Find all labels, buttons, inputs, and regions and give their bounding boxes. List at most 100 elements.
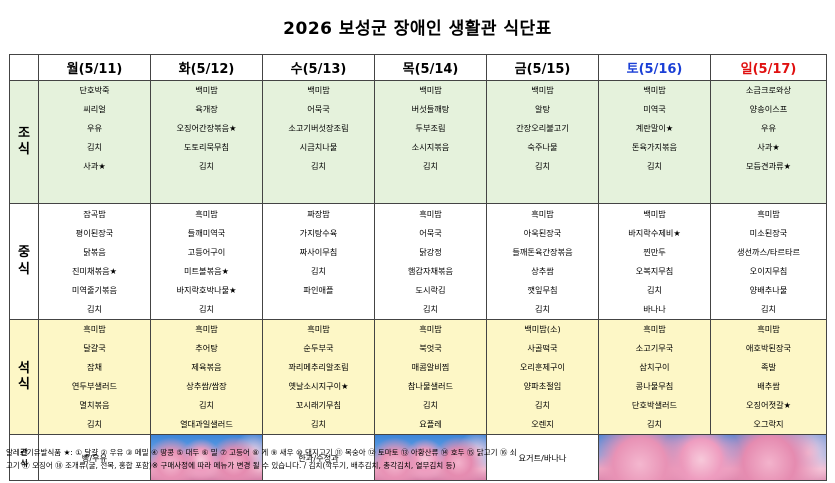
menu-item: 우유 — [760, 123, 777, 133]
menu-item: 김치 — [646, 419, 663, 429]
menu-item: 김치 — [86, 419, 103, 429]
day-header-tue: 화(5/12) — [150, 54, 263, 81]
lunch-cell-fri: 흑미밥 아욱된장국 들깨돈육간장볶음 상추쌈 깻잎무침 김치 — [486, 203, 599, 320]
menu-item: 미트볼볶음★ — [183, 266, 229, 276]
menu-item: 참나물샐러드 — [407, 381, 454, 391]
dinner-cell-sun: 흑미밥 애호박된장국 족발 배추쌈 오징어젓갈★ 오그락지 — [710, 319, 827, 435]
dinner-cell-sat: 흑미밥 소고기무국 삼치구이 콩나물무침 단호박샐러드 김치 — [598, 319, 711, 435]
menu-item: 백미밥 — [307, 85, 330, 95]
meal-label-char: 간 — [20, 447, 28, 458]
menu-item: 김치 — [198, 304, 215, 314]
menu-item: 오그락지 — [753, 419, 784, 429]
day-header-row: 월(5/11) 화(5/12) 수(5/13) 목(5/14) 금(5/15) … — [9, 54, 827, 81]
dinner-cell-thu: 흑미밥 북엇국 매콤알비찜 참나물샐러드 김치 요플레 — [374, 319, 487, 435]
dinner-cell-tue: 흑미밥 추어탕 제육볶음 상추쌈/쌈장 김치 열대과일샐러드 — [150, 319, 263, 435]
menu-item: 숙주나물 — [527, 142, 558, 152]
day-header-sun: 일(5/17) — [710, 54, 827, 81]
menu-item: 사과★ — [757, 142, 780, 152]
menu-item: 버섯들깨탕 — [411, 104, 450, 114]
menu-item: 잡채 — [86, 362, 103, 372]
menu-item: 양파초절임 — [523, 381, 562, 391]
menu-item: 백미밥 — [419, 85, 442, 95]
menu-item: 생선까스/타르타르 — [736, 247, 801, 257]
menu-item: 흑미밥 — [757, 324, 780, 334]
menu-item: 흑미밥 — [419, 324, 442, 334]
menu-item: 고등어구이 — [187, 247, 226, 257]
menu-item: 매콤알비찜 — [411, 362, 450, 372]
menu-item: 짜장밥 — [307, 209, 330, 219]
menu-item: 꽈리메추리알조림 — [288, 362, 349, 372]
menu-item: 육개장 — [195, 104, 218, 114]
menu-item: 흑미밥 — [83, 324, 106, 334]
menu-item: 씨리얼 — [83, 104, 106, 114]
menu-item: 흑미밥 — [757, 209, 780, 219]
menu-item: 바나나 — [643, 304, 666, 314]
menu-item: 우유 — [86, 123, 103, 133]
menu-item: 제육볶음 — [191, 362, 222, 372]
menu-item: 김치 — [198, 400, 215, 410]
menu-item: 김치 — [646, 161, 663, 171]
snack-cell-sat — [598, 434, 827, 481]
lunch-cell-sat: 백미밥 바지락수제비★ 찐만두 오복지무침 김치 바나나 — [598, 203, 711, 320]
meal-label-char: 식 — [20, 457, 28, 468]
dinner-cell-wed: 흑미밥 순두부국 꽈리메추리알조림 옛날소시지구이★ 꼬시래기무침 김치 — [262, 319, 375, 435]
menu-item: 시금치나물 — [299, 142, 338, 152]
day-header-wed: 수(5/13) — [262, 54, 375, 81]
day-header-thu: 목(5/14) — [374, 54, 487, 81]
menu-item: 옛날소시지구이★ — [288, 381, 349, 391]
menu-item: 김치 — [310, 419, 327, 429]
menu-item: 흑미밥 — [307, 324, 330, 334]
menu-item: 파인애플 — [303, 285, 334, 295]
menu-item: 요플레 — [419, 419, 442, 429]
snack-cell-wed: 한과/수정과 — [262, 434, 375, 481]
menu-item: 양배추나물 — [749, 285, 788, 295]
menu-item: 김치 — [646, 285, 663, 295]
breakfast-cell-fri: 백미밥 알탕 간장오리불고기 숙주나물 김치 — [486, 80, 599, 204]
menu-item: 바지락호박나물★ — [176, 285, 237, 295]
menu-item: 삼치구이 — [639, 362, 670, 372]
menu-item: 흑미밥 — [419, 209, 442, 219]
menu-item: 사골떡국 — [527, 343, 558, 353]
meal-label-char: 식 — [18, 261, 30, 277]
menu-item: 잡곡밥 — [83, 209, 106, 219]
menu-item: 김치 — [534, 161, 551, 171]
menu-item: 김치 — [310, 161, 327, 171]
breakfast-cell-thu: 백미밥 버섯들깨탕 두부조림 소시지볶음 김치 — [374, 80, 487, 204]
lunch-cell-tue: 흑미밥 들깨미역국 고등어구이 미트볼볶음★ 바지락호박나물★ 김치 — [150, 203, 263, 320]
corner-cell — [9, 54, 39, 81]
menu-item: 백미밥(소) — [524, 324, 561, 334]
cherry-blossom-image — [151, 435, 262, 480]
menu-item: 단호박죽 — [79, 85, 110, 95]
menu-item: 김치 — [198, 161, 215, 171]
meal-label-char: 중 — [18, 245, 30, 261]
allergy-note-cont: 고기 ⑰ 오징어 ⑱ 조개류(굴, 전복, 홍합 포함)※ 구매사정에 따라 메… — [6, 461, 456, 470]
day-header-mon: 월(5/11) — [38, 54, 151, 81]
day-header-sat: 토(5/16) — [598, 54, 711, 81]
menu-item: 김치 — [86, 304, 103, 314]
menu-item: 소시지볶음 — [411, 142, 450, 152]
menu-item: 상추쌈/쌈장 — [186, 381, 227, 391]
menu-item: 애호박된장국 — [745, 343, 792, 353]
menu-item: 돈육가지볶음 — [631, 142, 678, 152]
menu-item: 어묵국 — [307, 104, 330, 114]
meal-label-char: 식 — [18, 377, 30, 392]
menu-item: 오렌지 — [531, 419, 554, 429]
menu-item: 흑미밥 — [643, 324, 666, 334]
menu-item: 김치 — [422, 304, 439, 314]
menu-item: 모듬견과류★ — [745, 161, 791, 171]
menu-item: 단호박샐러드 — [631, 400, 678, 410]
menu-item: 상추쌈 — [531, 266, 554, 276]
breakfast-cell-wed: 백미밥 어묵국 소고기버섯장조림 시금치나물 김치 — [262, 80, 375, 204]
menu-item: 닭강정 — [419, 247, 442, 257]
snack-cell-fri: 요거트/바나나 — [486, 434, 599, 481]
lunch-cell-mon: 잡곡밥 평이된장국 닭볶음 진미채볶음★ 미역줄기볶음 김치 — [38, 203, 151, 320]
menu-item: 두부조림 — [415, 123, 446, 133]
menu-item: 도시락김 — [415, 285, 446, 295]
menu-item: 추어탕 — [195, 343, 218, 353]
menu-item: 김치 — [310, 266, 327, 276]
menu-item: 달걀국 — [83, 343, 106, 353]
